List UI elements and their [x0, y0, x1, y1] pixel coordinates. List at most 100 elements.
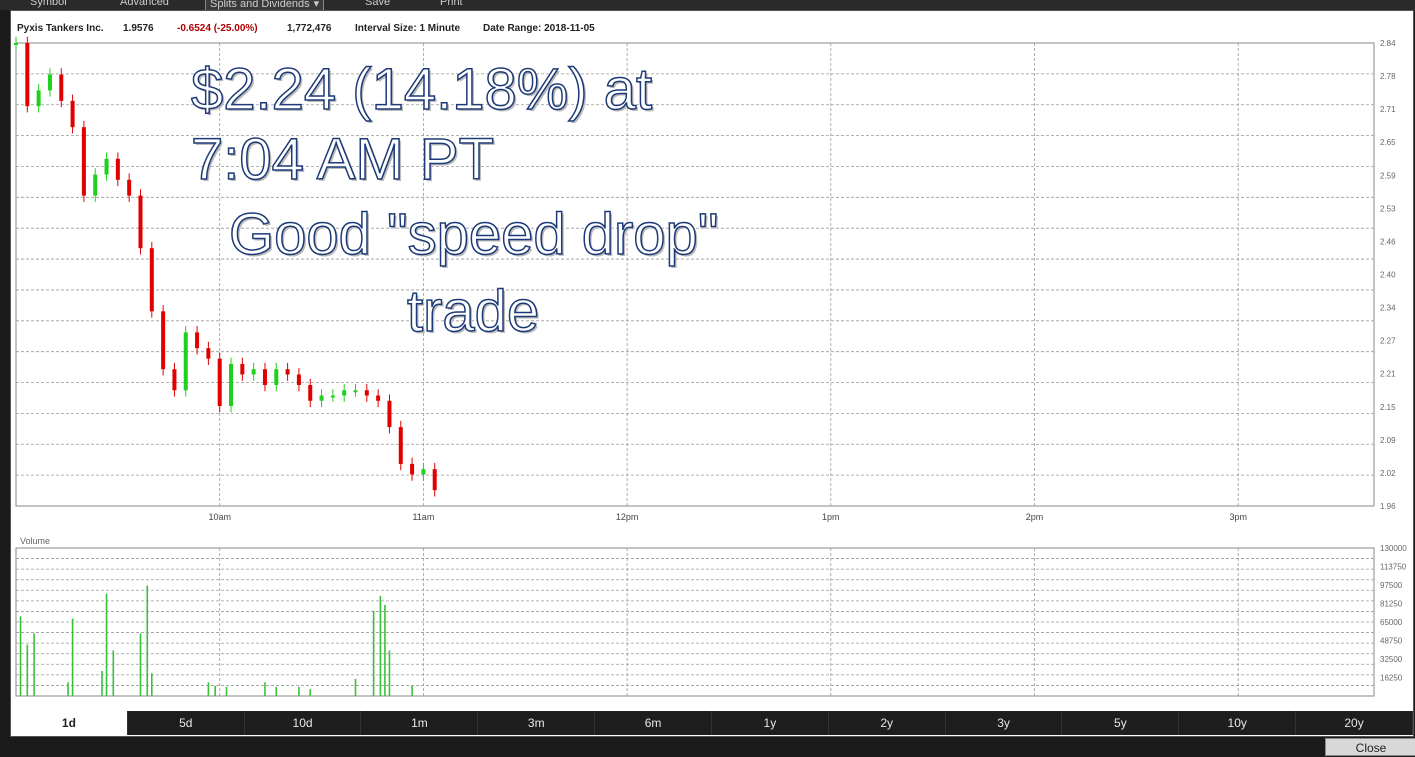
- candle-body: [274, 369, 279, 385]
- volume-bar: [372, 610, 375, 696]
- y-tick-label: 1.96: [1380, 502, 1396, 511]
- x-tick-label: 12pm: [616, 512, 639, 522]
- annotation-line-2: 7:04 AM PT: [190, 127, 495, 192]
- y-tick-label: 2.09: [1380, 436, 1396, 445]
- candle-body: [432, 469, 437, 491]
- candle-body: [81, 127, 86, 196]
- timeframe-tab-1d[interactable]: 1d: [11, 711, 128, 735]
- symbol-button[interactable]: Symbol: [30, 0, 67, 8]
- timeframe-tab-2y[interactable]: 2y: [829, 711, 946, 735]
- candle-body: [70, 100, 75, 128]
- volume-bar: [309, 689, 312, 696]
- volume-bar: [151, 673, 153, 696]
- save-label: Save: [365, 0, 391, 8]
- timeframe-tab-20y[interactable]: 20y: [1296, 711, 1413, 735]
- volume-bar: [379, 595, 382, 696]
- x-tick-label: 2pm: [1026, 512, 1044, 522]
- candle-body: [296, 374, 301, 385]
- y-tick-label: 2.27: [1380, 337, 1396, 346]
- candle-body: [251, 369, 256, 375]
- last-price: 1.9576: [123, 23, 154, 34]
- y-tick-label: 2.59: [1380, 171, 1396, 180]
- timeframe-tab-10d[interactable]: 10d: [245, 711, 362, 735]
- candle-body: [421, 469, 426, 475]
- volume-total: 1,772,476: [287, 23, 332, 34]
- date-range: Date Range: 2018-11-05: [483, 23, 595, 34]
- company-name: Pyxis Tankers Inc.: [17, 23, 104, 34]
- volume-tick-label: 65000: [1380, 618, 1403, 627]
- volume-bar: [384, 604, 386, 696]
- candle-body: [364, 390, 369, 396]
- candle-body: [161, 311, 166, 370]
- candle-body: [93, 174, 98, 196]
- volume-tick-label: 16250: [1380, 674, 1403, 683]
- x-tick-label: 10am: [208, 512, 231, 522]
- y-tick-label: 2.15: [1380, 403, 1396, 412]
- volume-bar: [225, 686, 228, 696]
- volume-tick-label: 97500: [1380, 581, 1403, 590]
- y-tick-label: 2.21: [1380, 370, 1396, 379]
- x-tick-label: 1pm: [822, 512, 840, 522]
- candle-body: [217, 358, 222, 407]
- candle-body: [387, 400, 392, 428]
- annotation-line-1: $2.24 (14.18%) at: [190, 57, 653, 122]
- chart-window: Pyxis Tankers Inc. 1.9576 -0.6524 (-25.0…: [10, 10, 1414, 737]
- price-change: -0.6524 (-25.00%): [177, 23, 258, 34]
- volume-bar: [411, 685, 413, 696]
- candle-body: [206, 348, 211, 359]
- candle-body: [172, 369, 177, 391]
- volume-bar: [264, 682, 266, 696]
- y-tick-label: 2.84: [1380, 39, 1396, 48]
- candle-body: [410, 463, 415, 475]
- timeframe-tab-1m[interactable]: 1m: [361, 711, 479, 735]
- timeframe-tab-1y[interactable]: 1y: [712, 711, 829, 735]
- candle-body: [104, 158, 109, 175]
- candle-body: [25, 43, 30, 107]
- symbol-label: Symbol: [30, 0, 67, 8]
- timeframe-tab-3m[interactable]: 3m: [478, 711, 596, 735]
- timeframe-tab-5d[interactable]: 5d: [128, 711, 245, 735]
- y-tick-label: 2.46: [1380, 237, 1396, 246]
- splits-select[interactable]: Splits and Dividends ▾: [205, 0, 325, 10]
- volume-bar: [275, 686, 278, 696]
- candle-body: [342, 390, 347, 396]
- timeframe-tab-6m[interactable]: 6m: [595, 711, 712, 735]
- y-tick-label: 2.02: [1380, 469, 1396, 478]
- volume-bar: [105, 593, 108, 696]
- y-tick-label: 2.34: [1380, 304, 1396, 313]
- price-chart[interactable]: 10am 11am 12pm 1pm 2pm 3pm 1.96 2.02 2.09 2.15 2.2…: [11, 11, 1413, 711]
- candle-body: [59, 74, 64, 101]
- volume-bar: [33, 633, 35, 696]
- timeframe-tab-10y[interactable]: 10y: [1179, 711, 1297, 735]
- y-tick-label: 2.78: [1380, 72, 1396, 81]
- advanced-button[interactable]: Advanced: [120, 0, 169, 8]
- candle-body: [308, 384, 313, 401]
- candle-body: [149, 248, 154, 312]
- timeframe-tab-5y[interactable]: 5y: [1062, 711, 1180, 735]
- candle-body: [398, 427, 403, 464]
- volume-bar: [139, 633, 142, 696]
- candle-body: [14, 43, 18, 45]
- y-tick-label: 2.40: [1380, 271, 1396, 280]
- print-label: Print: [440, 0, 463, 8]
- save-button[interactable]: Save: [365, 0, 390, 8]
- advanced-label: Advanced: [120, 0, 169, 8]
- volume-bar: [207, 682, 210, 696]
- volume-tick-label: 113750: [1380, 563, 1407, 572]
- annotation-line-4: trade: [406, 279, 540, 344]
- annotation-line-3: Good "speed drop": [228, 202, 719, 267]
- candle-body: [240, 363, 245, 375]
- y-tick-label: 2.71: [1380, 105, 1396, 114]
- candle-body: [115, 158, 120, 180]
- timeframe-tab-3y[interactable]: 3y: [946, 711, 1063, 735]
- volume-bar: [112, 650, 115, 696]
- candle-body: [353, 390, 358, 393]
- print-button[interactable]: Print: [440, 0, 463, 8]
- volume-label: Volume: [20, 536, 50, 546]
- volume-bar: [67, 682, 69, 696]
- volume-bar: [298, 686, 300, 696]
- candle-body: [138, 195, 143, 249]
- toolbar: Symbol Advanced Splits and Dividends ▾ Sa…: [0, 0, 1415, 10]
- candle-body: [229, 363, 234, 407]
- close-button[interactable]: Close: [1325, 738, 1415, 756]
